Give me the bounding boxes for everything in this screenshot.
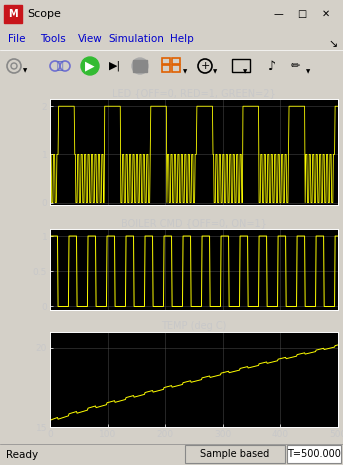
Text: □: □ bbox=[297, 9, 307, 19]
Text: Simulation: Simulation bbox=[108, 34, 164, 44]
Text: ↘: ↘ bbox=[328, 39, 338, 49]
Text: T=500.000: T=500.000 bbox=[287, 449, 341, 459]
Text: View: View bbox=[78, 34, 103, 44]
Text: ✏: ✏ bbox=[290, 61, 300, 71]
Title: LED {OFF=0, RED=1, GREEN=2}: LED {OFF=0, RED=1, GREEN=2} bbox=[112, 88, 276, 98]
Text: ▶: ▶ bbox=[85, 60, 95, 73]
Text: Sample based: Sample based bbox=[200, 449, 270, 459]
Text: ▼: ▼ bbox=[306, 69, 310, 74]
Text: Tools: Tools bbox=[40, 34, 66, 44]
Bar bbox=[232, 59, 250, 72]
Text: Help: Help bbox=[170, 34, 194, 44]
Text: M: M bbox=[8, 9, 18, 19]
Title: TEMP (deg C): TEMP (deg C) bbox=[161, 321, 227, 331]
Text: 👁: 👁 bbox=[57, 61, 63, 71]
Text: ▼: ▼ bbox=[213, 69, 217, 74]
Bar bbox=[172, 58, 180, 64]
Bar bbox=[4, 5, 22, 23]
Text: +: + bbox=[200, 61, 210, 71]
FancyBboxPatch shape bbox=[287, 445, 341, 463]
Bar bbox=[162, 65, 170, 72]
Bar bbox=[172, 65, 180, 72]
Text: ▶|: ▶| bbox=[109, 61, 121, 71]
Bar bbox=[133, 60, 147, 72]
Text: ▼: ▼ bbox=[183, 69, 187, 74]
FancyBboxPatch shape bbox=[185, 445, 285, 463]
Text: ♪: ♪ bbox=[268, 60, 276, 73]
Text: ▼: ▼ bbox=[23, 68, 27, 73]
Text: ▼: ▼ bbox=[243, 69, 247, 74]
Text: File: File bbox=[8, 34, 25, 44]
Text: Scope: Scope bbox=[27, 9, 61, 19]
Text: —: — bbox=[273, 9, 283, 19]
Text: Ready: Ready bbox=[6, 450, 38, 460]
Text: ✕: ✕ bbox=[322, 9, 330, 19]
Bar bbox=[162, 58, 170, 64]
Circle shape bbox=[132, 58, 148, 74]
Circle shape bbox=[81, 57, 99, 75]
Title: BOILER CMD {OFF=0, ON=1}: BOILER CMD {OFF=0, ON=1} bbox=[121, 218, 267, 228]
